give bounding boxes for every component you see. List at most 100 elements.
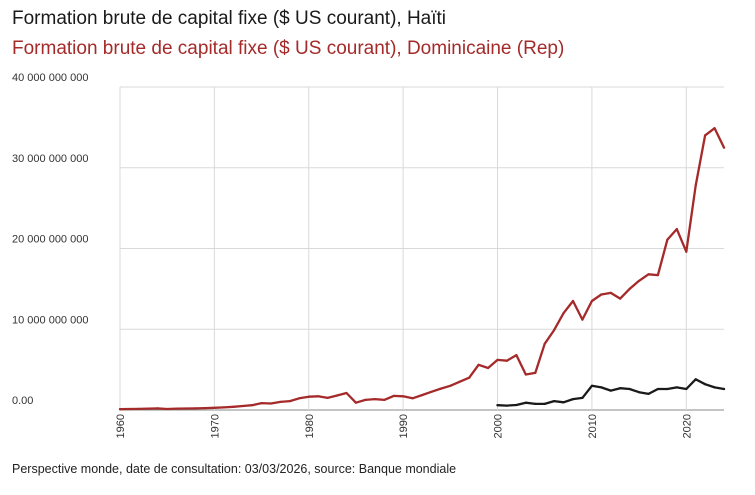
data-point-dominicaine-rep <box>317 395 320 398</box>
data-point-dominicaine-rep <box>326 396 329 399</box>
data-point-dominicaine-rep <box>392 394 395 397</box>
data-point-dominicaine-rep <box>373 398 376 401</box>
data-point-dominicaine-rep <box>383 398 386 401</box>
data-point-dominicaine-rep <box>269 402 273 405</box>
data-point-dominicaine-rep <box>656 274 660 277</box>
y-tick-label: 30 000 000 000 <box>12 153 88 165</box>
data-point-ha-ti <box>524 401 527 404</box>
data-point-dominicaine-rep <box>496 358 499 361</box>
data-point-dominicaine-rep <box>241 404 244 408</box>
data-point-dominicaine-rep <box>298 397 301 400</box>
data-point-dominicaine-rep <box>704 134 707 137</box>
data-point-dominicaine-rep <box>288 400 291 403</box>
data-point-dominicaine-rep <box>477 363 480 366</box>
data-point-dominicaine-rep <box>166 407 169 411</box>
data-point-dominicaine-rep <box>147 407 150 410</box>
data-point-dominicaine-rep <box>439 387 442 390</box>
data-point-ha-ti <box>562 401 565 404</box>
data-point-ha-ti <box>553 400 556 403</box>
data-point-dominicaine-rep <box>128 407 131 411</box>
x-tick-label: 1980 <box>304 414 316 438</box>
data-point-dominicaine-rep <box>203 407 206 410</box>
data-point-dominicaine-rep <box>685 250 688 253</box>
data-point-dominicaine-rep <box>515 354 518 357</box>
data-point-dominicaine-rep <box>345 391 348 395</box>
data-point-ha-ti <box>628 387 631 391</box>
series-line-ha-ti <box>496 378 726 407</box>
chart-title: Formation brute de capital fixe ($ US co… <box>12 8 447 29</box>
data-point-dominicaine-rep <box>581 318 584 321</box>
data-point-dominicaine-rep <box>505 359 508 362</box>
data-point-dominicaine-rep <box>487 366 490 370</box>
data-point-ha-ti <box>713 386 716 389</box>
data-point-dominicaine-rep <box>260 402 263 405</box>
data-point-ha-ti <box>543 402 546 405</box>
data-point-ha-ti <box>675 386 678 389</box>
data-point-dominicaine-rep <box>251 404 254 407</box>
data-point-dominicaine-rep <box>420 394 424 397</box>
data-point-dominicaine-rep <box>647 273 650 276</box>
data-point-dominicaine-rep <box>722 146 726 149</box>
data-point-dominicaine-rep <box>638 279 641 282</box>
x-tick-label: 1990 <box>398 414 410 438</box>
data-point-dominicaine-rep <box>666 238 669 241</box>
data-point-dominicaine-rep <box>449 384 452 387</box>
y-tick-label: 20 000 000 000 <box>12 234 88 246</box>
data-point-ha-ti <box>609 389 612 392</box>
data-point-ha-ti <box>722 387 726 391</box>
data-point-ha-ti <box>666 387 669 391</box>
data-point-dominicaine-rep <box>543 342 546 345</box>
data-point-ha-ti <box>515 403 518 407</box>
data-point-dominicaine-rep <box>713 127 716 130</box>
data-point-dominicaine-rep <box>571 299 575 303</box>
data-point-dominicaine-rep <box>524 373 527 376</box>
data-point-ha-ti <box>581 396 584 399</box>
data-point-dominicaine-rep <box>468 376 471 379</box>
data-point-ha-ti <box>505 404 508 407</box>
data-point-ha-ti <box>600 386 603 389</box>
data-point-ha-ti <box>647 392 650 395</box>
data-point-dominicaine-rep <box>156 407 159 410</box>
data-point-dominicaine-rep <box>619 297 622 300</box>
data-point-dominicaine-rep <box>118 408 122 411</box>
x-tick-label: 2000 <box>493 414 505 438</box>
data-point-dominicaine-rep <box>185 407 188 410</box>
data-point-ha-ti <box>694 378 697 381</box>
data-point-ha-ti <box>619 387 622 390</box>
data-point-dominicaine-rep <box>232 405 235 408</box>
data-point-dominicaine-rep <box>402 395 405 398</box>
x-tick-label: 2020 <box>681 414 693 438</box>
data-point-dominicaine-rep <box>364 398 367 401</box>
data-point-ha-ti <box>590 384 594 387</box>
data-point-dominicaine-rep <box>175 407 178 410</box>
data-point-dominicaine-rep <box>194 407 197 410</box>
data-point-dominicaine-rep <box>307 395 310 398</box>
y-tick-label: 10 000 000 000 <box>12 314 88 326</box>
data-point-dominicaine-rep <box>562 312 565 315</box>
data-point-dominicaine-rep <box>628 287 631 290</box>
data-point-ha-ti <box>685 387 688 391</box>
data-point-dominicaine-rep <box>213 406 216 409</box>
data-point-ha-ti <box>638 391 641 394</box>
data-point-dominicaine-rep <box>600 293 603 296</box>
data-point-dominicaine-rep <box>222 406 225 409</box>
data-point-dominicaine-rep <box>279 400 282 403</box>
data-point-ha-ti <box>496 404 499 407</box>
data-point-dominicaine-rep <box>137 407 140 410</box>
data-point-dominicaine-rep <box>354 401 357 404</box>
x-tick-label: 2010 <box>587 414 599 438</box>
data-point-ha-ti <box>571 398 575 401</box>
x-tick-label: 1970 <box>209 414 221 438</box>
data-point-dominicaine-rep <box>411 397 414 400</box>
data-point-ha-ti <box>534 402 537 405</box>
data-point-dominicaine-rep <box>590 299 594 303</box>
data-point-ha-ti <box>704 383 707 386</box>
data-point-dominicaine-rep <box>534 371 537 374</box>
source-footer: Perspective monde, date de consultation:… <box>12 462 457 476</box>
data-point-dominicaine-rep <box>694 184 697 187</box>
data-point-dominicaine-rep <box>336 394 339 397</box>
data-point-dominicaine-rep <box>430 390 433 393</box>
data-point-dominicaine-rep <box>675 228 678 231</box>
chart-subtitle: Formation brute de capital fixe ($ US co… <box>12 38 565 59</box>
